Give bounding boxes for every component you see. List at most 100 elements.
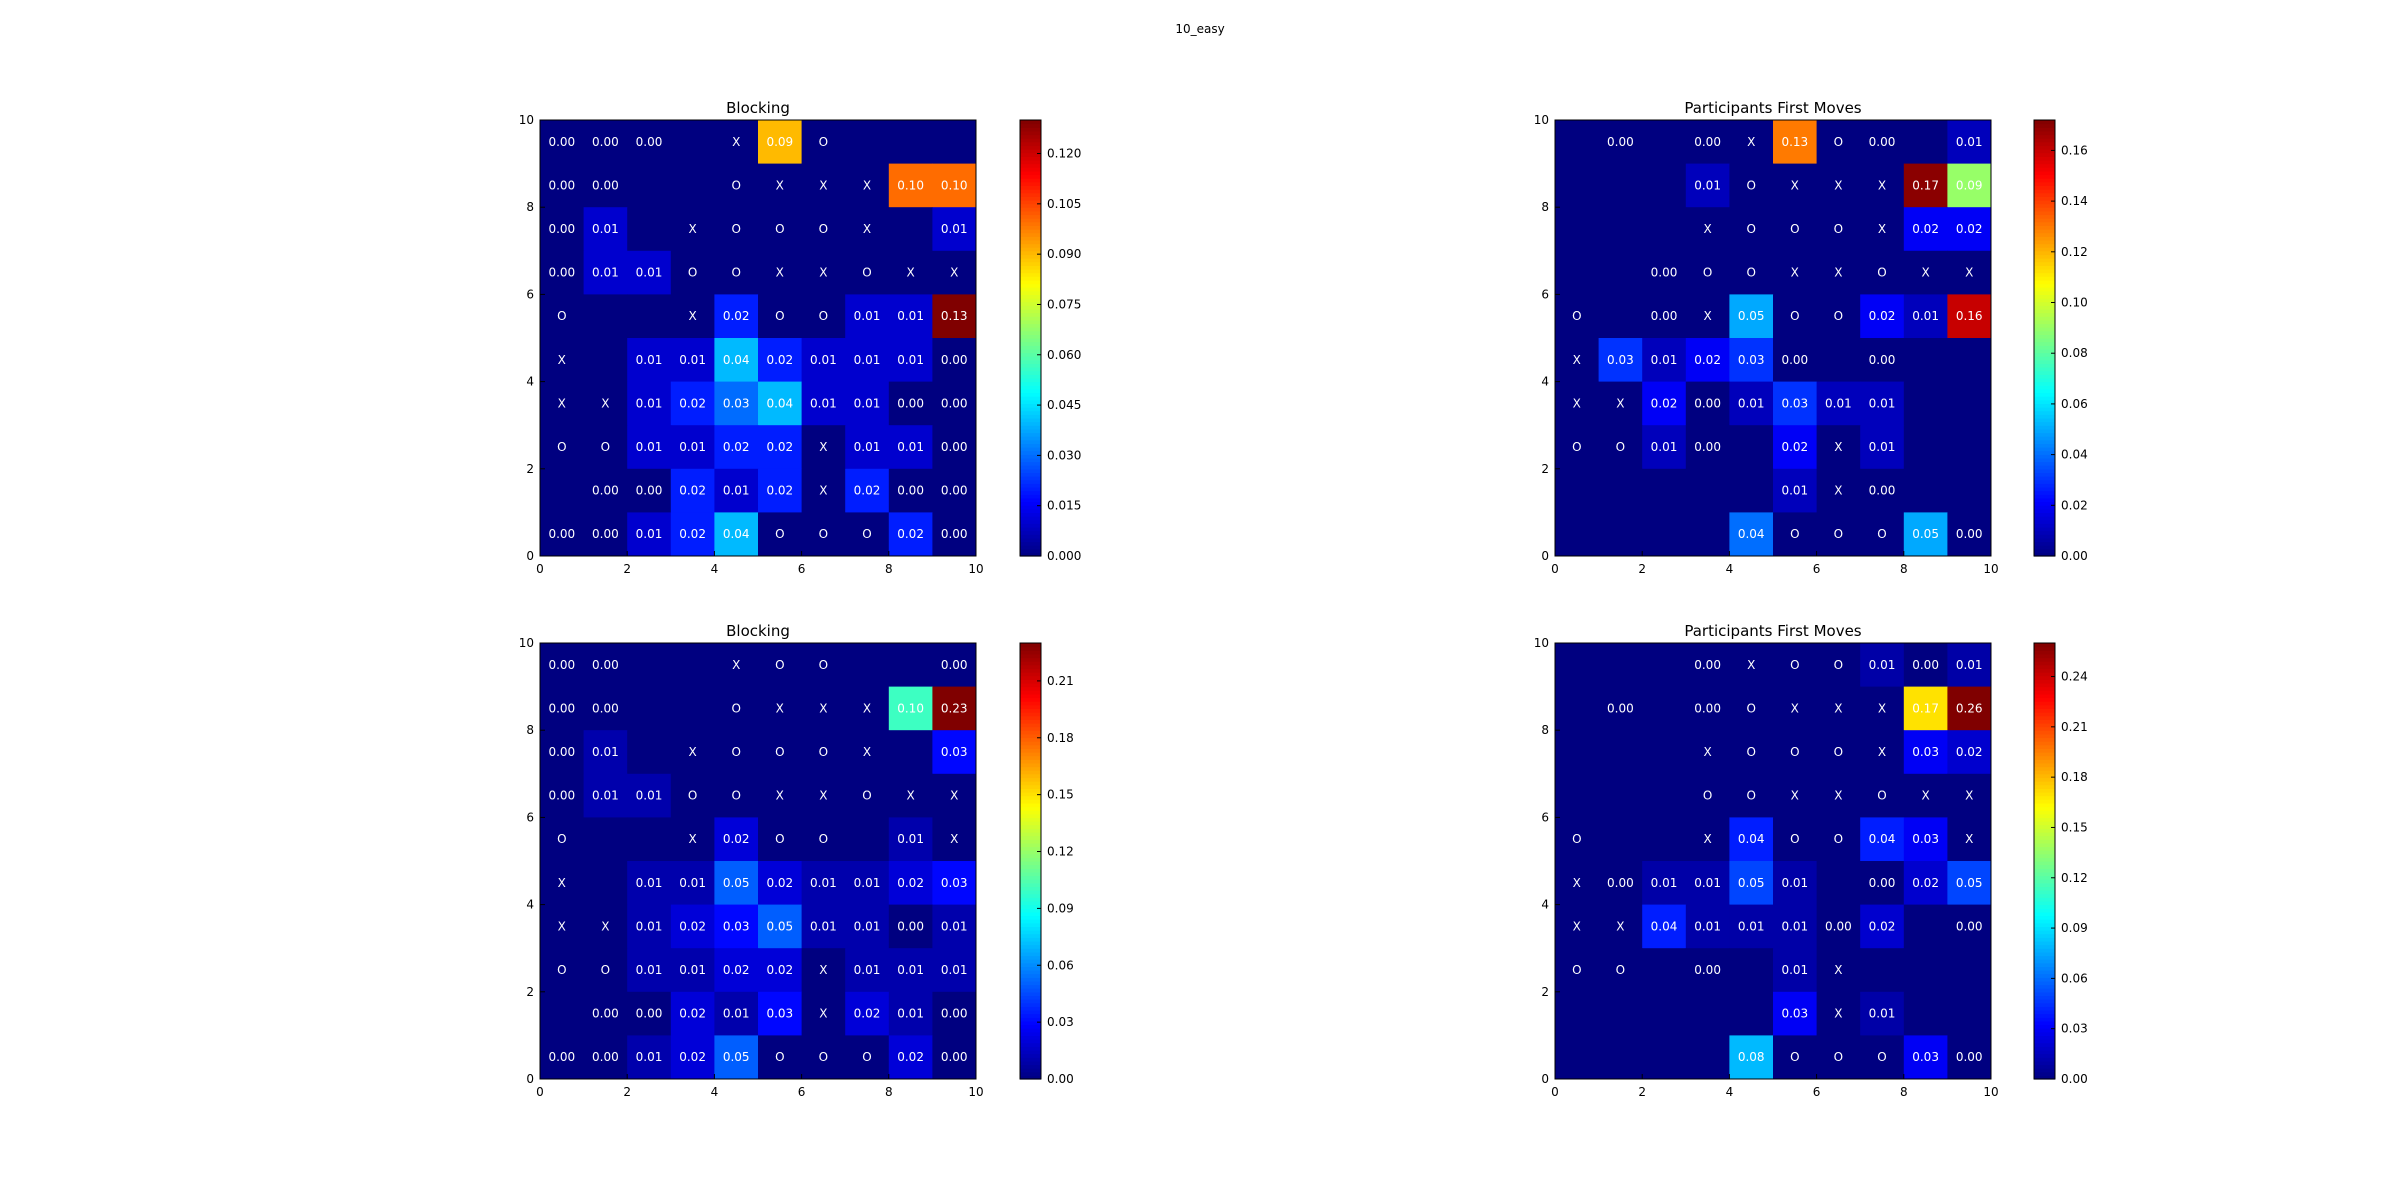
heatmap-cell — [888, 686, 933, 731]
heatmap-cell — [758, 643, 803, 688]
cell-value-label: 0.02 — [1869, 309, 1896, 323]
colorbar-segment — [1020, 236, 1041, 241]
y-tick-label: 0 — [1541, 549, 1549, 563]
heatmap-cell — [1642, 468, 1687, 513]
colorbar-tick-label: 0.06 — [2061, 397, 2088, 411]
colorbar-segment — [1020, 359, 1041, 365]
heatmap-cell — [583, 381, 628, 426]
colorbar-segment — [2034, 414, 2055, 419]
colorbar-tick-label: 0.18 — [1047, 731, 1074, 745]
colorbar-tick-label: 0.14 — [2061, 194, 2088, 208]
cell-value-label: 0.04 — [723, 527, 750, 541]
heatmap-cell — [1685, 120, 1730, 165]
colorbar-segment — [2034, 871, 2055, 877]
colorbar-segment — [1020, 123, 1041, 128]
heatmap-cell — [1773, 512, 1818, 557]
heatmap-cell — [583, 948, 628, 993]
colorbar-segment — [2034, 334, 2055, 339]
colorbar-segment — [1020, 770, 1041, 775]
colorbar-segment — [2034, 196, 2055, 201]
heatmap-cell — [932, 468, 977, 513]
heatmap-cell — [1816, 120, 1861, 165]
heatmap-cell — [1729, 773, 1774, 818]
heatmap-cell — [1685, 948, 1730, 993]
cell-value-label: 0.00 — [548, 527, 575, 541]
cell-value-label: 0.04 — [1869, 832, 1896, 846]
heatmap-cell — [1773, 163, 1818, 208]
heatmap-cell — [932, 207, 977, 252]
heatmap-cell — [801, 991, 846, 1036]
heatmap-panel: 0.00 0.00 X O O 0.000.00 0.00 O X X X 0.10 0.230.00 0… — [519, 622, 1074, 1099]
heatmap-cell — [1598, 294, 1643, 339]
cell-mark-label: X — [1747, 135, 1755, 149]
y-tick-label: 8 — [526, 200, 534, 214]
colorbar-segment — [2034, 170, 2055, 176]
colorbar-segment — [1020, 682, 1041, 688]
cell-value-label: 0.08 — [1738, 1050, 1765, 1064]
colorbar-segment — [1020, 283, 1041, 288]
colorbar-segment — [1020, 944, 1041, 949]
colorbar-segment — [2034, 661, 2055, 666]
y-tick-label: 6 — [1541, 287, 1549, 301]
heatmap-cell — [1903, 991, 1948, 1036]
heatmap-cell — [1642, 1035, 1687, 1080]
cell-mark-label: O — [1746, 701, 1755, 715]
colorbar-segment — [2034, 1039, 2055, 1044]
colorbar-segment — [1020, 141, 1041, 147]
cell-mark-label: X — [1834, 266, 1842, 280]
colorbar-segment — [2034, 922, 2055, 927]
colorbar-segment — [2034, 472, 2055, 477]
colorbar-segment — [1020, 377, 1041, 383]
heatmap-cell — [1773, 904, 1818, 949]
heatmap-cell — [1773, 468, 1818, 513]
colorbar-segment — [1020, 1017, 1041, 1022]
cell-mark-label: X — [819, 484, 827, 498]
cell-value-label: 0.00 — [897, 484, 924, 498]
colorbar-segment — [1020, 875, 1041, 880]
colorbar-segment — [2034, 1042, 2055, 1047]
heatmap-cell — [801, 730, 846, 775]
cell-mark-label: O — [1834, 832, 1843, 846]
heatmap-cell — [1860, 250, 1905, 295]
cell-mark-label: O — [862, 527, 871, 541]
colorbar-segment — [1020, 722, 1041, 728]
heatmap-cell — [801, 294, 846, 339]
heatmap-cell — [1773, 948, 1818, 993]
heatmap-cell — [540, 948, 585, 993]
colorbar-segment — [2034, 737, 2055, 742]
cell-value-label: 0.01 — [636, 876, 663, 890]
colorbar-segment — [2034, 141, 2055, 147]
colorbar-segment — [2034, 523, 2055, 528]
colorbar-segment — [1020, 1075, 1041, 1080]
colorbar-segment — [2034, 781, 2055, 786]
cell-value-label: 0.00 — [941, 353, 968, 367]
colorbar-segment — [1020, 839, 1041, 844]
heatmap-cell — [583, 512, 628, 557]
cell-mark-label: X — [1703, 309, 1711, 323]
colorbar-segment — [1020, 243, 1041, 248]
heatmap-cell — [1903, 730, 1948, 775]
cell-mark-label: X — [1616, 396, 1624, 410]
colorbar-segment — [2034, 962, 2055, 967]
colorbar-segment — [2034, 123, 2055, 128]
colorbar-segment — [1020, 741, 1041, 746]
cell-value-label: 0.00 — [897, 919, 924, 933]
colorbar-segment — [1020, 744, 1041, 749]
colorbar-segment — [1020, 650, 1041, 655]
colorbar-segment — [1020, 319, 1041, 325]
colorbar-segment — [1020, 399, 1041, 404]
cell-value-label: 0.01 — [1781, 963, 1808, 977]
heatmap-cell — [758, 425, 803, 470]
heatmap-cell — [1598, 817, 1643, 862]
heatmap-cell — [845, 686, 890, 731]
cell-mark-label: O — [1746, 745, 1755, 759]
heatmap-cell — [583, 120, 628, 165]
heatmap-cell — [1860, 861, 1905, 906]
cell-mark-label: O — [1834, 527, 1843, 541]
heatmap-cell — [1903, 468, 1948, 513]
cell-value-label: 0.03 — [1781, 396, 1808, 410]
heatmap-cell — [583, 250, 628, 295]
colorbar-segment — [1020, 130, 1041, 136]
cell-value-label: 0.01 — [941, 963, 968, 977]
heatmap-cell — [627, 991, 672, 1036]
